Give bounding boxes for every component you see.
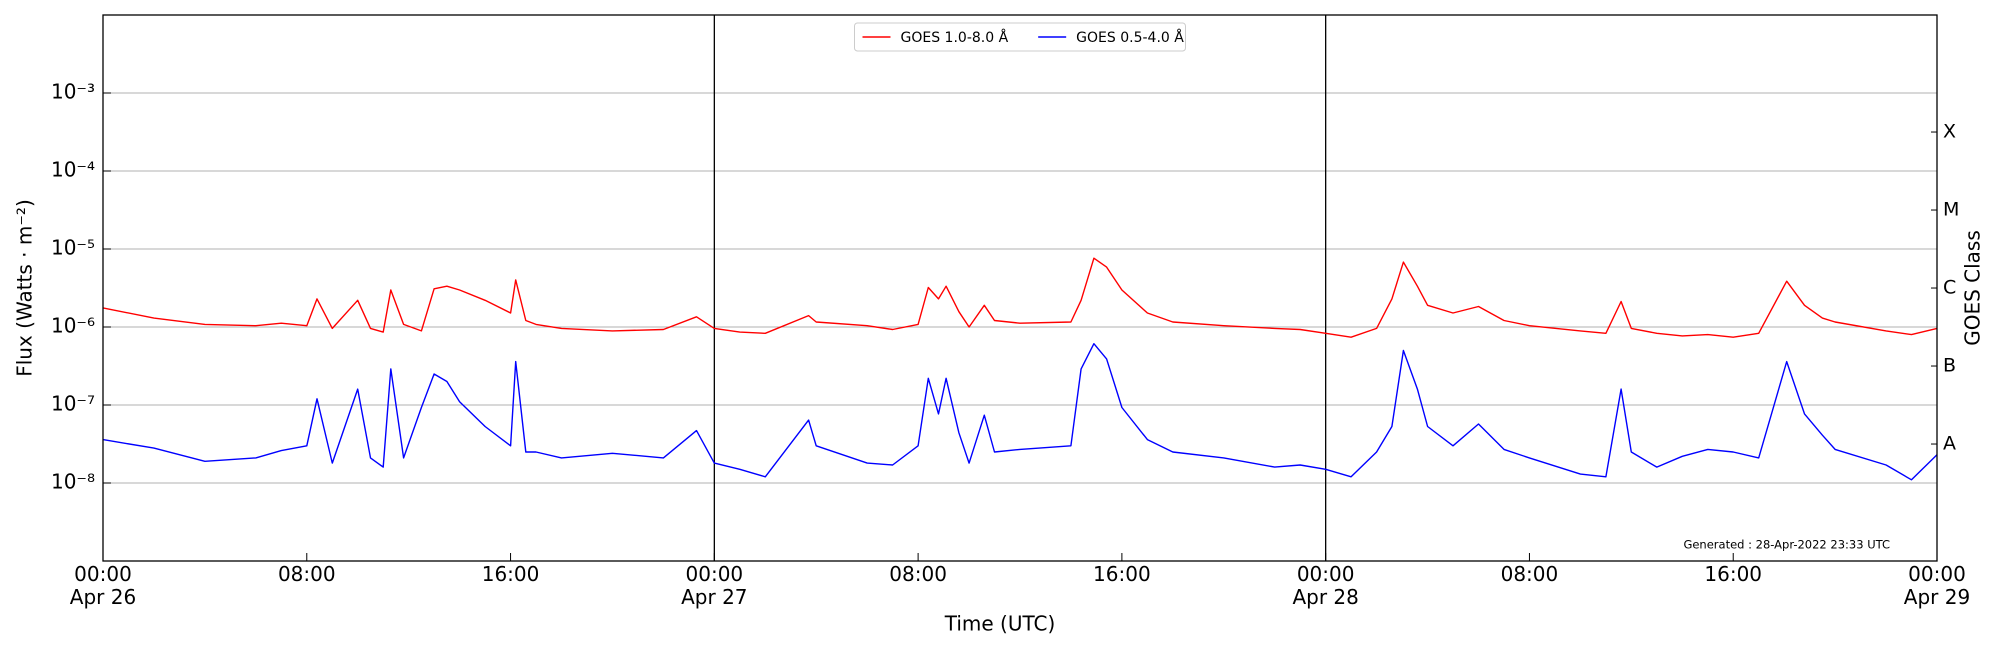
x-tick-label: 00:00 Apr 29	[1903, 562, 1971, 609]
y-tick-label: 10⁻⁶	[51, 314, 95, 338]
plot-frame	[102, 14, 1938, 562]
x-tick-label: 16:00	[1093, 562, 1151, 586]
y2-tick-label: C	[1943, 277, 1956, 299]
y2-tick-label: B	[1943, 355, 1956, 377]
x-tick-label: 16:00	[481, 562, 540, 586]
x-axis-label: Time (UTC)	[944, 612, 1056, 636]
x-tick-label: 08:00	[277, 562, 336, 586]
series-line	[102, 257, 1938, 338]
y-tick-label: 10⁻⁵	[51, 236, 95, 260]
legend-box	[854, 22, 1186, 52]
x-tick-label: 16:00	[1704, 562, 1763, 586]
y-axis-label: Flux (Watts · m⁻²)	[13, 199, 37, 377]
y2-axis-label: GOES Class	[1961, 230, 1985, 346]
x-tick-label: 08:00	[1500, 562, 1559, 586]
y2-tick-label: A	[1943, 433, 1956, 455]
y-tick-label: 10⁻³	[51, 80, 95, 104]
x-tick-label: 00:00 Apr 26	[69, 562, 137, 609]
y2-tick-label: X	[1943, 121, 1956, 143]
series-line	[102, 343, 1938, 481]
y-tick-label: 10⁻⁸	[51, 470, 95, 494]
x-tick-label: 08:00	[889, 562, 947, 586]
y2-tick-label: M	[1943, 199, 1959, 221]
legend-label: GOES 0.5-4.0 Å	[1076, 29, 1184, 46]
legend-label: GOES 1.0-8.0 Å	[901, 29, 1009, 46]
legend: GOES 1.0-8.0 Å GOES 0.5-4.0 Å	[854, 22, 1186, 52]
x-tick-label: 00:00 Apr 27	[681, 562, 748, 609]
x-tick-label: 00:00 Apr 28	[1292, 562, 1359, 609]
annotation: Generated : 28-Apr-2022 23:33 UTC	[1683, 538, 1890, 552]
y-tick-label: 10⁻⁴	[51, 158, 95, 182]
y-tick-label: 10⁻⁷	[51, 392, 95, 416]
